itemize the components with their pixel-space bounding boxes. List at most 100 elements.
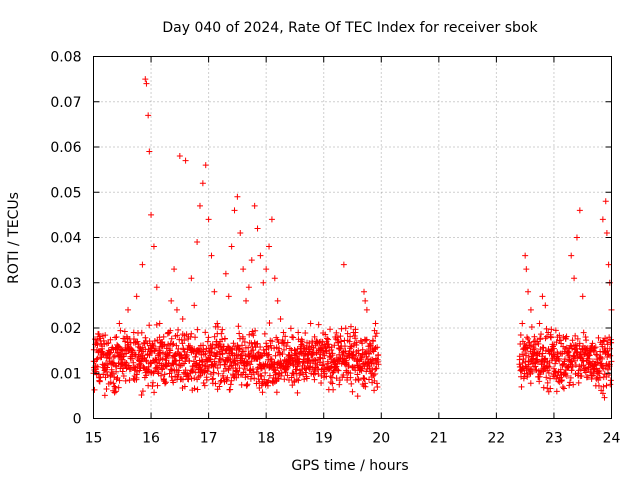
band-point	[227, 359, 234, 366]
band-point	[369, 366, 376, 373]
data-point	[550, 365, 557, 372]
data-point	[559, 361, 566, 368]
band-point	[149, 341, 156, 348]
data-point	[349, 352, 356, 359]
band-point	[119, 368, 126, 375]
data-point	[283, 343, 290, 350]
band-point	[173, 342, 180, 349]
band-point	[281, 376, 288, 383]
band-point	[272, 352, 279, 359]
band-point	[336, 377, 343, 384]
data-point	[268, 216, 275, 223]
band-point	[216, 383, 223, 390]
data-point	[553, 388, 560, 395]
band-point	[566, 379, 573, 386]
band-point	[544, 379, 551, 386]
band-point	[280, 346, 287, 353]
band-point	[371, 387, 378, 394]
band-point	[266, 372, 273, 379]
data-point	[162, 361, 169, 368]
band-point	[239, 355, 246, 362]
band-point	[517, 331, 524, 338]
band-point	[113, 363, 120, 370]
data-point	[251, 202, 258, 209]
y-tick-label: 0.04	[50, 231, 81, 247]
band-point	[572, 341, 579, 348]
band-point	[200, 346, 207, 353]
band-point	[295, 329, 302, 336]
band-point	[566, 382, 573, 389]
band-point	[202, 329, 209, 336]
band-point	[535, 340, 542, 347]
band-point	[354, 371, 361, 378]
band-point	[268, 356, 275, 363]
band-point	[363, 336, 370, 343]
band-point	[318, 372, 325, 379]
data-point	[530, 338, 537, 345]
band-point	[115, 343, 122, 350]
data-point	[214, 320, 221, 327]
band-point	[125, 362, 132, 369]
band-point	[130, 375, 137, 382]
x-tick-label: 15	[85, 431, 103, 447]
band-point	[371, 371, 378, 378]
band-point	[340, 372, 347, 379]
data-point	[533, 356, 540, 363]
x-tick-labels: 15 16 17 18 19 20 21 22 23 24	[85, 431, 621, 447]
band-point	[578, 373, 585, 380]
data-point	[240, 266, 247, 273]
band-point	[567, 374, 574, 381]
band-point	[574, 335, 581, 342]
band-point	[607, 381, 614, 388]
data-point	[153, 284, 160, 291]
band-point	[591, 345, 598, 352]
band-point	[111, 389, 118, 396]
band-point	[119, 347, 126, 354]
band-point	[163, 345, 170, 352]
axis-ticks	[93, 56, 612, 419]
band-point	[158, 372, 165, 379]
y-tick-label: 0.06	[50, 140, 81, 156]
data-point	[303, 365, 310, 372]
band-point	[266, 351, 273, 358]
band-point	[266, 320, 273, 327]
band-point	[113, 376, 120, 383]
band-point	[130, 359, 137, 366]
band-point	[580, 329, 587, 336]
data-point	[571, 275, 578, 282]
band-point	[294, 389, 301, 396]
band-point	[143, 372, 150, 379]
data-point	[228, 243, 235, 250]
band-point	[154, 382, 161, 389]
band-point	[186, 357, 193, 364]
band-point	[179, 340, 186, 347]
band-point	[301, 359, 308, 366]
band-point	[248, 358, 255, 365]
band-point	[525, 353, 532, 360]
band-point	[311, 333, 318, 340]
band-point	[159, 356, 166, 363]
band-point	[372, 333, 379, 340]
band-point	[358, 354, 365, 361]
data-point	[340, 261, 347, 268]
band-point	[184, 352, 191, 359]
band-point	[330, 369, 337, 376]
band-point	[307, 320, 314, 327]
data-point	[125, 306, 132, 313]
band-point	[103, 368, 110, 375]
band-point	[354, 393, 361, 400]
data-point	[104, 352, 111, 359]
data-point	[588, 343, 595, 350]
band-point	[145, 382, 152, 389]
band-point	[254, 350, 261, 357]
data-point	[297, 338, 304, 345]
band-point	[295, 377, 302, 384]
data-point	[266, 243, 273, 250]
band-point	[526, 342, 533, 349]
band-point	[292, 350, 299, 357]
data-point	[260, 279, 267, 286]
band-point	[139, 388, 146, 395]
band-point	[94, 355, 101, 362]
band-point	[205, 334, 212, 341]
data-point	[237, 229, 244, 236]
